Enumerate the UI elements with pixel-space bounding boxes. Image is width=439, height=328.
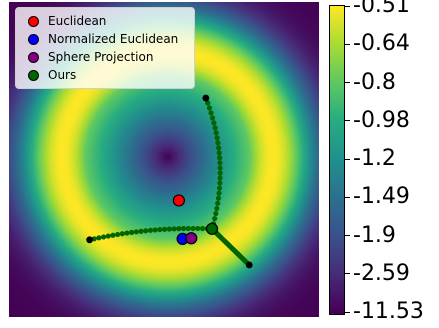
trajectory-point — [213, 210, 219, 217]
trajectory-point — [195, 225, 201, 232]
trajectory-overlay — [86, 94, 253, 269]
colorbar-tick-label: -11.53 — [353, 299, 424, 324]
trajectory-point — [96, 235, 102, 241]
trajectory-point — [214, 205, 220, 212]
trajectory-point — [185, 225, 191, 232]
colorbar-tick: -0.8 — [345, 70, 396, 96]
trajectory-point — [215, 195, 222, 201]
result-point-euclidean — [172, 194, 185, 207]
trajectory-point — [211, 120, 217, 126]
colorbar-tick: -2.59 — [345, 261, 410, 287]
colorbar-tick-label: -0.64 — [353, 31, 410, 57]
trajectory-point — [212, 125, 218, 131]
colorbar-tick-label: -2.59 — [353, 260, 410, 286]
trajectory-point — [205, 100, 211, 106]
colorbar-tick-mark — [345, 120, 350, 122]
trajectory-point — [105, 233, 111, 239]
colorbar-tick: -1.49 — [345, 184, 410, 210]
trajectory-point — [100, 234, 107, 240]
trajectory-point — [206, 105, 213, 111]
legend-item: Sphere Projection — [22, 48, 188, 66]
legend-marker-icon — [28, 33, 39, 45]
result-point-sphere-projection — [185, 232, 198, 245]
trajectory-point — [129, 229, 135, 236]
trajectory-point — [213, 130, 219, 136]
trajectory-point — [217, 180, 223, 186]
trajectory-point — [209, 115, 216, 121]
trajectory-point — [217, 155, 223, 161]
trajectory-point — [162, 226, 168, 232]
trajectory-point — [157, 226, 163, 233]
colorbar-tick-mark — [345, 5, 350, 7]
legend-marker-icon — [28, 51, 39, 63]
colorbar-tick-mark — [345, 235, 350, 236]
trajectory-point — [217, 165, 223, 171]
colorbar-tick-mark — [345, 82, 350, 83]
legend-marker-icon — [28, 69, 39, 81]
result-point-ours — [205, 222, 219, 235]
trajectory-point — [217, 170, 223, 176]
legend-label: Euclidean — [48, 14, 107, 28]
colorbar-tick-mark — [345, 273, 350, 275]
legend-label: Normalized Euclidean — [48, 32, 179, 46]
trajectory-point — [216, 150, 222, 156]
colorbar-gradient — [330, 6, 344, 314]
trajectory-point — [216, 145, 222, 151]
colorbar-tick: -11.53 — [345, 299, 424, 325]
trajectory-point — [212, 215, 218, 222]
trajectory-point — [217, 160, 223, 166]
colorbar-tick-label: -0.51 — [353, 0, 410, 18]
trajectory-point — [147, 227, 154, 233]
trajectory-point — [217, 175, 223, 181]
trajectory-start-point — [86, 236, 93, 244]
trajectory-point — [115, 231, 121, 238]
trajectory-point — [215, 140, 221, 146]
colorbar-tick: -1.9 — [345, 223, 396, 249]
trajectory-point — [208, 110, 214, 116]
colorbar-tick-mark — [345, 311, 350, 313]
trajectory-point — [214, 135, 220, 141]
colorbar-tick-label: -1.49 — [353, 184, 410, 210]
legend-marker-icon — [28, 15, 39, 27]
trajectory-point — [133, 229, 139, 235]
trajectory-point — [180, 225, 187, 232]
colorbar-tick: -0.64 — [345, 31, 410, 57]
trajectory-point — [110, 232, 116, 238]
colorbar-tick: -0.51 — [345, 0, 410, 19]
trajectory-start-point — [245, 261, 253, 269]
colorbar-tick-label: -0.8 — [353, 69, 396, 95]
legend-item: Ours — [22, 66, 188, 84]
trajectory-point — [176, 226, 182, 232]
legend-label: Sphere Projection — [48, 50, 154, 64]
colorbar-ticks: -0.51 -0.64 -0.8 -0.98 -1.2 -1.49 -1.9 -2.59 -11… — [345, 0, 439, 328]
trajectory-point — [199, 225, 206, 232]
colorbar-tick-mark — [345, 158, 350, 160]
trajectory-point — [215, 200, 221, 206]
trajectory-point — [138, 228, 144, 234]
trajectory-point — [119, 231, 125, 237]
legend-item: Normalized Euclidean — [22, 30, 188, 48]
trajectory-point — [124, 230, 130, 236]
legend-item: Euclidean — [22, 12, 188, 30]
trajectory-point — [190, 225, 196, 232]
trajectory-point — [152, 227, 158, 233]
colorbar-tick-label: -1.9 — [353, 222, 396, 248]
colorbar-tick-mark — [345, 196, 350, 198]
trajectory-point — [216, 190, 222, 196]
legend: Euclidean Normalized Euclidean Sphere Proj… — [15, 7, 195, 89]
colorbar-tick-label: -1.2 — [353, 146, 396, 171]
colorbar-tick-mark — [345, 43, 350, 45]
trajectory-point — [143, 228, 149, 234]
trajectory-start-point — [202, 94, 210, 102]
trajectory-point — [171, 226, 177, 232]
colorbar-tick: -1.2 — [345, 146, 396, 172]
trajectory-point — [166, 226, 172, 232]
colorbar-tick: -0.98 — [345, 108, 410, 134]
colorbar — [329, 5, 345, 315]
legend-label: Ours — [48, 68, 77, 82]
colorbar-tick-label: -0.98 — [353, 107, 410, 133]
trajectory-point — [216, 185, 223, 191]
